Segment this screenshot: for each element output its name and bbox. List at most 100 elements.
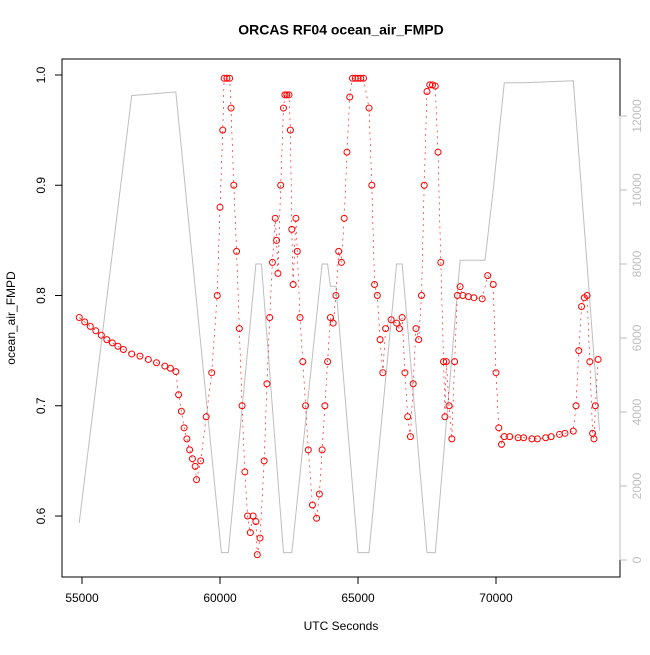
data-point [379, 369, 387, 377]
data-point [188, 455, 196, 463]
data-point [197, 457, 205, 465]
data-point [268, 258, 276, 266]
data-point [180, 424, 188, 432]
data-point [230, 181, 238, 189]
data-point [260, 457, 268, 465]
data-point [233, 247, 241, 255]
data-point [448, 435, 456, 443]
data-point [431, 82, 439, 90]
data-point [103, 336, 111, 344]
data-point [437, 258, 445, 266]
data-point [313, 514, 321, 522]
data-point [241, 468, 249, 476]
data-point [420, 181, 428, 189]
data-point [440, 358, 448, 366]
data-point [365, 104, 373, 112]
data-point [304, 446, 312, 454]
data-point [470, 294, 478, 302]
data-point [238, 402, 246, 410]
data-point [252, 518, 260, 526]
data-point [299, 358, 307, 366]
data-point [561, 429, 569, 437]
data-point [373, 292, 381, 300]
data-point [108, 339, 116, 347]
data-point [296, 314, 304, 322]
data-point [318, 446, 326, 454]
data-point [81, 318, 89, 326]
y-tick-label: 0.9 [34, 177, 48, 194]
data-point [326, 314, 334, 322]
data-point [484, 272, 492, 280]
y2-tick-label: 2000 [630, 472, 644, 499]
data-point [478, 295, 486, 303]
data-point [506, 433, 514, 441]
data-point [412, 325, 420, 333]
x-tick-label: 65000 [341, 591, 375, 605]
data-point [417, 292, 425, 300]
data-point [371, 280, 379, 288]
data-point [409, 380, 417, 388]
data-point [119, 346, 127, 354]
data-point [423, 88, 431, 96]
y-tick-label: 1.0 [34, 66, 48, 83]
data-point [441, 413, 449, 421]
data-point [393, 319, 401, 327]
data-point [434, 148, 442, 156]
data-point [406, 433, 414, 441]
data-point [583, 292, 591, 300]
data-point [315, 490, 323, 498]
data-point [533, 435, 541, 443]
y-tick-label: 0.6 [34, 507, 48, 524]
data-point [569, 427, 577, 435]
data-point [382, 325, 390, 333]
data-point [191, 462, 199, 470]
data-point [395, 325, 403, 333]
data-point [332, 292, 340, 300]
altitude-line [78, 80, 600, 554]
data-point [226, 74, 234, 82]
data-point [586, 358, 594, 366]
data-point [136, 352, 144, 360]
y2-tick-label: 6000 [630, 324, 644, 351]
data-point [213, 292, 221, 300]
data-point [575, 347, 583, 355]
data-point [97, 331, 105, 339]
x-tick-label: 70000 [479, 591, 513, 605]
data-point [590, 435, 598, 443]
data-point [227, 104, 235, 112]
data-point [442, 358, 450, 366]
data-point [489, 280, 497, 288]
data-point [219, 126, 227, 134]
data-point [324, 358, 332, 366]
data-point [401, 369, 409, 377]
data-point [253, 551, 261, 559]
data-point [387, 316, 395, 324]
data-point [451, 358, 459, 366]
data-point [271, 214, 279, 222]
data-point [520, 434, 528, 442]
data-point [445, 402, 453, 410]
data-point [223, 74, 231, 82]
data-point [114, 342, 122, 350]
data-point [346, 93, 354, 101]
y2-tick-label: 4000 [630, 398, 644, 425]
data-point [293, 247, 301, 255]
data-point [572, 402, 580, 410]
data-point [321, 402, 329, 410]
data-point [368, 181, 376, 189]
data-point [281, 91, 289, 99]
data-point [86, 322, 94, 330]
data-point [208, 369, 216, 377]
data-point [274, 269, 282, 277]
data-point [398, 314, 406, 322]
data-point [289, 280, 297, 288]
data-point [166, 364, 174, 372]
data-point [376, 336, 384, 344]
data-point [175, 391, 183, 399]
data-point [277, 181, 285, 189]
y-axis-label: ocean_air_FMPD [4, 271, 18, 365]
data-point [308, 501, 316, 509]
data-point [273, 236, 281, 244]
data-point [285, 91, 293, 99]
